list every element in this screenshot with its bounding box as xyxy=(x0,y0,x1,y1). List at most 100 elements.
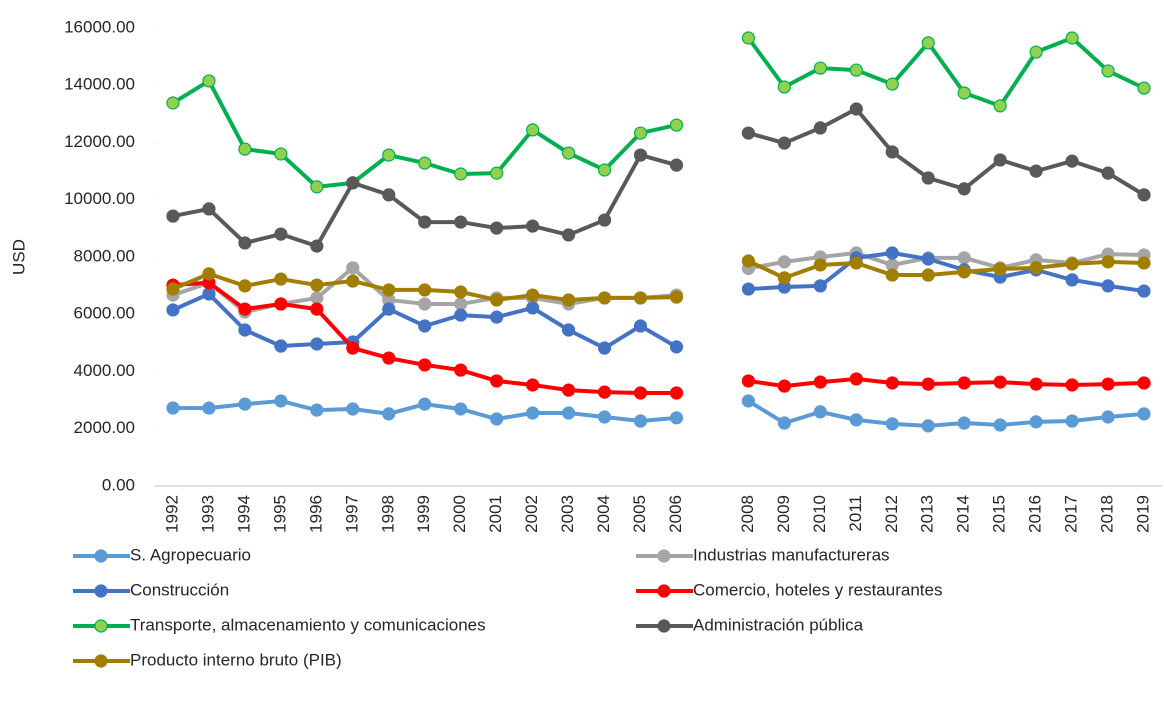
data-point xyxy=(418,156,432,170)
data-point xyxy=(921,36,935,50)
data-point xyxy=(1137,81,1151,95)
data-point xyxy=(597,213,612,227)
y-tick-label: 2000.00 xyxy=(74,418,135,437)
data-point xyxy=(993,153,1007,167)
data-point xyxy=(741,394,756,408)
data-point xyxy=(1029,377,1043,391)
data-point xyxy=(418,358,432,372)
data-point xyxy=(490,221,504,235)
data-point xyxy=(238,142,252,156)
data-point xyxy=(777,136,791,150)
x-tick-label: 2011 xyxy=(846,495,865,532)
data-point xyxy=(238,236,252,250)
data-point xyxy=(1101,255,1115,269)
data-point xyxy=(274,339,288,353)
data-point xyxy=(561,406,576,420)
data-point xyxy=(526,123,540,137)
y-tick-label: 6000.00 xyxy=(74,304,135,323)
legend-label: Industrias manufactureras xyxy=(693,545,890,564)
data-point xyxy=(1101,64,1115,78)
legend-marker xyxy=(657,584,671,598)
legend-label: Construcción xyxy=(130,580,229,599)
data-point xyxy=(454,402,468,416)
data-point xyxy=(310,302,324,316)
data-point xyxy=(849,413,863,427)
data-point xyxy=(993,375,1007,389)
data-point xyxy=(1137,188,1151,202)
data-point xyxy=(885,268,899,282)
series-line xyxy=(747,107,1146,197)
data-point xyxy=(202,401,216,415)
data-point xyxy=(669,158,684,172)
data-point xyxy=(346,176,360,190)
x-tick-label: 1996 xyxy=(306,495,325,533)
data-point xyxy=(957,416,971,430)
data-point xyxy=(454,285,468,299)
data-point xyxy=(346,402,360,416)
data-point xyxy=(561,146,576,160)
x-tick-label: 2016 xyxy=(1026,495,1045,533)
data-point xyxy=(1101,410,1115,424)
data-point xyxy=(382,283,396,297)
data-point xyxy=(166,96,180,110)
data-point xyxy=(310,403,324,417)
x-tick-label: 1997 xyxy=(342,495,361,533)
data-point xyxy=(202,202,216,216)
data-point xyxy=(310,278,324,292)
data-point xyxy=(526,378,540,392)
data-point xyxy=(382,302,396,316)
data-point xyxy=(1137,407,1151,421)
data-point xyxy=(274,272,288,286)
data-point xyxy=(561,293,576,307)
y-axis-label: USD xyxy=(9,239,28,275)
data-point xyxy=(1029,415,1043,429)
data-point xyxy=(418,319,432,333)
data-point xyxy=(741,282,756,296)
x-tick-label: 2009 xyxy=(774,495,793,533)
data-point xyxy=(382,188,396,202)
data-point xyxy=(310,291,324,305)
x-tick-label: 1993 xyxy=(198,495,217,533)
data-point xyxy=(1065,378,1079,392)
data-point xyxy=(526,406,540,420)
data-point xyxy=(274,394,288,408)
data-point xyxy=(166,303,180,317)
data-point xyxy=(382,148,396,162)
data-point xyxy=(633,148,648,162)
y-tick-label: 0.00 xyxy=(102,475,135,494)
data-point xyxy=(777,416,791,430)
data-point xyxy=(597,163,612,177)
data-point xyxy=(1137,256,1151,270)
data-point xyxy=(993,99,1007,113)
x-tick-label: 2004 xyxy=(594,495,613,533)
x-tick-label: 1995 xyxy=(270,495,289,533)
data-point xyxy=(885,417,899,431)
data-point xyxy=(418,297,432,311)
data-point xyxy=(993,418,1007,432)
data-point xyxy=(813,258,827,272)
data-point xyxy=(885,376,899,390)
data-point xyxy=(1065,31,1079,45)
data-point xyxy=(238,323,252,337)
data-point xyxy=(849,372,863,386)
data-point xyxy=(454,215,468,229)
data-point xyxy=(310,337,324,351)
x-tick-label: 2008 xyxy=(738,495,757,533)
x-tick-label: 2018 xyxy=(1098,495,1117,533)
data-point xyxy=(741,254,756,268)
data-point xyxy=(346,341,360,355)
data-point xyxy=(454,308,468,322)
x-tick-label: 1994 xyxy=(234,495,253,533)
data-point xyxy=(597,410,612,424)
y-tick-label: 8000.00 xyxy=(74,246,135,265)
data-point xyxy=(490,412,504,426)
data-point xyxy=(310,239,324,253)
data-point xyxy=(238,302,252,316)
x-tick-label: 2017 xyxy=(1062,495,1081,533)
data-point xyxy=(777,80,791,94)
data-point xyxy=(849,102,863,116)
data-point xyxy=(957,182,971,196)
y-tick-label: 16000.00 xyxy=(64,17,135,36)
data-point xyxy=(777,379,791,393)
data-point xyxy=(597,291,612,305)
